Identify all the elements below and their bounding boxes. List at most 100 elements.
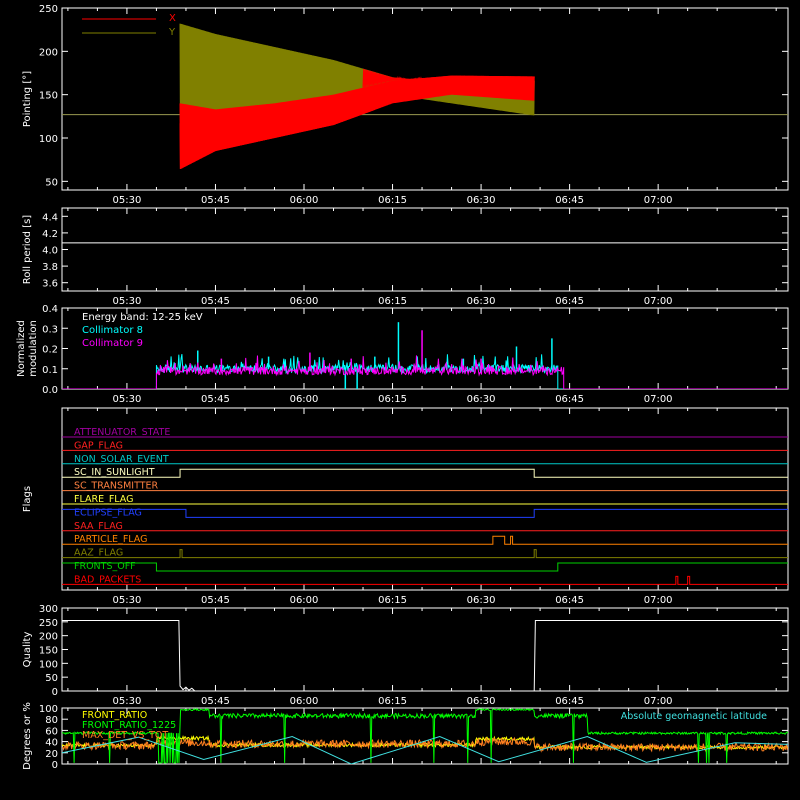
legend-label-max-det-vs-tot: MAX_DET_VS_TOT (82, 730, 168, 741)
y-axis-label: Roll period [s] (22, 215, 33, 284)
x-tick-label: 06:30 (467, 195, 496, 206)
x-tick-label: 05:45 (201, 696, 230, 707)
flag-label: BAD_PACKETS (74, 574, 141, 585)
flag-label: SC_IN_SUNLIGHT (74, 467, 155, 478)
panel-5: 05:30 05:45 06:00 06:15 06:30 06:45 07:00 0 50 10… (22, 604, 789, 707)
x-tick-label: 06:30 (467, 296, 496, 307)
y-tick-label: 100 (39, 659, 58, 670)
plot-area (62, 708, 788, 764)
series-max-det-vs-tot (62, 736, 788, 753)
panel-2: 05:30 05:45 06:00 06:15 06:30 06:45 07:00 3.6 3.… (22, 207, 789, 307)
y-tick-label: 0.0 (42, 385, 58, 396)
x-tick-label: 06:30 (467, 696, 496, 707)
y-tick-label: 60 (45, 726, 58, 737)
flag-label: GAP_FLAG (74, 440, 123, 451)
flag-label: FLARE_FLAG (74, 494, 134, 505)
y-tick-label: 250 (39, 618, 58, 629)
flag-line-eclipse-flag (62, 508, 788, 518)
series-x-band-bottom (179, 97, 376, 170)
flag-label: FRONTS_OFF (74, 561, 136, 572)
x-tick-label: 05:45 (201, 296, 230, 307)
panel-frame (61, 407, 789, 591)
x-tick-label: 06:15 (378, 195, 407, 206)
legend-label-geomagnetic-latitude: Absolute geomagnetic latitude (621, 711, 767, 722)
x-tick-label: 06:45 (555, 394, 584, 405)
y-axis-label: Flags (22, 486, 33, 512)
y-tick-label: 4.0 (42, 246, 58, 257)
y-tick-label: 0.3 (42, 324, 58, 335)
legend-label-x: X (169, 13, 176, 24)
panel-frame (61, 7, 789, 191)
x-tick-label: 06:00 (290, 195, 319, 206)
x-tick-label: 06:15 (378, 296, 407, 307)
y-tick-label: 200 (39, 47, 58, 58)
series-geomagnetic-latitude (62, 736, 788, 764)
x-tick-label: 05:30 (113, 394, 142, 405)
x-tick-label: 06:15 (378, 696, 407, 707)
y-tick-label: 300 (39, 604, 58, 615)
x-tick-label: 06:00 (290, 595, 319, 606)
flag-label: ATTENUATOR_STATE (74, 427, 170, 438)
panel-1: 05:30 05:45 06:00 06:15 06:30 06:45 07:00 50 100… (22, 4, 789, 206)
y-tick-label: 150 (39, 646, 58, 657)
x-tick-label: 05:30 (113, 195, 142, 206)
flag-line-aaz-flag (62, 549, 788, 559)
x-tick-label: 05:30 (113, 595, 142, 606)
x-tick-label: 06:00 (290, 696, 319, 707)
y-tick-label: 3.8 (42, 262, 58, 273)
x-tick-label: 05:30 (113, 696, 142, 707)
flag-label: ECLIPSE_FLAG (74, 507, 142, 518)
x-tick-label: 07:00 (644, 595, 673, 606)
panel-4: 05:30 05:45 06:00 06:15 06:30 06:45 07:00 Flags… (22, 407, 789, 606)
y-tick-label: 200 (39, 632, 58, 643)
flag-label: AAZ_FLAG (74, 548, 123, 559)
legend-label-collimator-8: Collimator 8 (82, 325, 143, 336)
series-x-band-top (362, 68, 535, 88)
panel-3: 05:30 05:45 06:00 06:15 06:30 06:45 07:00 0.0 0.… (16, 304, 789, 405)
panel-frame (61, 207, 789, 292)
legend: FRONT_RATIOFRONT_RATIO_1225MAX_DET_VS_TO… (82, 710, 767, 741)
x-tick-label: 06:15 (378, 394, 407, 405)
legend-label-y: Y (168, 27, 176, 38)
legend-label-front-ratio: FRONT_RATIO (82, 710, 147, 721)
x-tick-label: 06:45 (555, 195, 584, 206)
flag-label: SAA_FLAG (74, 521, 123, 532)
y-tick-label: 40 (45, 738, 58, 749)
y-axis-label: Degrees or % (22, 702, 33, 770)
plot-area (62, 23, 788, 170)
y-tick-label: 0.2 (42, 345, 58, 356)
y-tick-label: 20 (45, 749, 58, 760)
legend-label-front-ratio-1225: FRONT_RATIO_1225 (82, 720, 176, 731)
x-tick-label: 05:45 (201, 394, 230, 405)
y-axis-label: modulation (28, 320, 39, 377)
y-tick-label: 3.6 (42, 279, 58, 290)
series-front-ratio-1225 (62, 708, 788, 764)
flag-line-sc-in-sunlight (62, 468, 788, 478)
x-tick-label: 07:00 (644, 195, 673, 206)
y-tick-label: 150 (39, 91, 58, 102)
series-front-ratio (62, 734, 788, 751)
x-tick-label: 06:45 (555, 595, 584, 606)
x-tick-label: 07:00 (644, 696, 673, 707)
flag-label: PARTICLE_FLAG (74, 534, 147, 545)
y-axis-label: Quality (22, 632, 33, 668)
legend-title: Energy band: 12-25 keV (82, 312, 203, 323)
y-tick-label: 50 (45, 673, 58, 684)
y-tick-label: 4.2 (42, 229, 58, 240)
x-tick-label: 06:45 (555, 696, 584, 707)
legend: XY (82, 13, 176, 38)
y-axis-label: Normalized (16, 320, 27, 377)
x-tick-label: 07:00 (644, 394, 673, 405)
y-tick-label: 0 (52, 760, 58, 771)
panel-frame (61, 707, 789, 765)
y-tick-label: 4.4 (42, 212, 58, 223)
x-tick-label: 07:00 (644, 296, 673, 307)
x-tick-label: 06:45 (555, 296, 584, 307)
flag-line-particle-flag (62, 535, 788, 545)
x-tick-label: 05:45 (201, 595, 230, 606)
series-collimator-8 (62, 354, 788, 389)
y-tick-label: 80 (45, 715, 58, 726)
y-tick-label: 250 (39, 4, 58, 15)
